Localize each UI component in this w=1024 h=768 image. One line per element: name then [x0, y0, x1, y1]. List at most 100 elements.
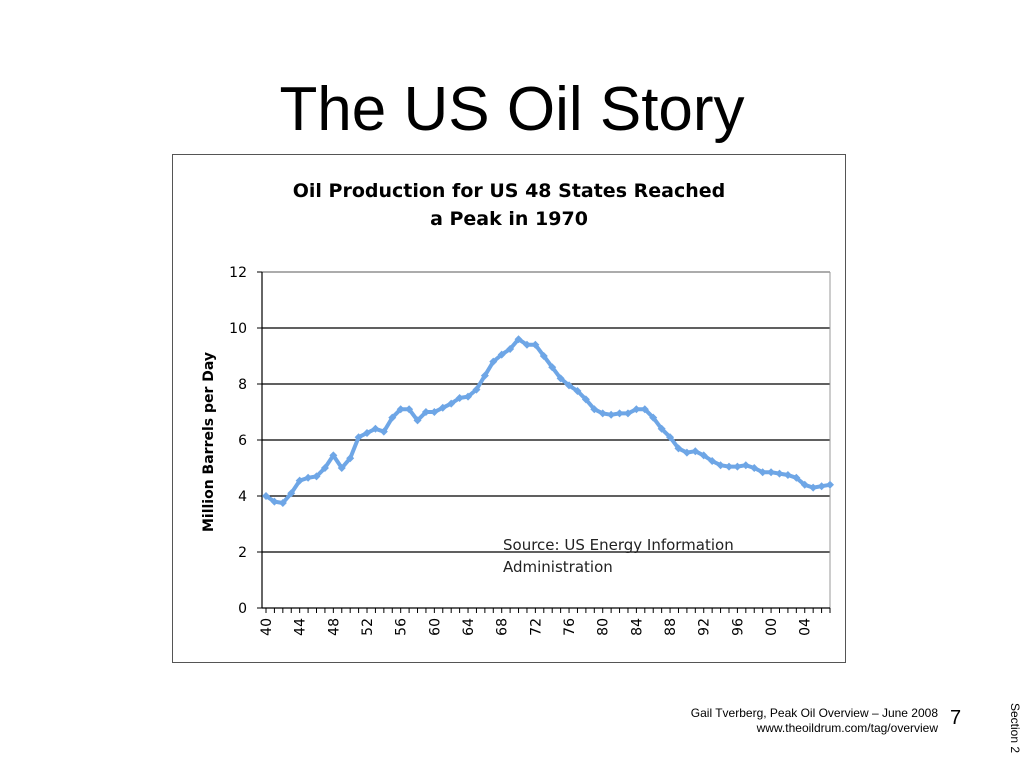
- data-point-1964: [464, 392, 473, 401]
- data-point-1982: [615, 409, 624, 418]
- data-point-1971: [522, 340, 531, 349]
- data-point-1991: [691, 447, 700, 456]
- x-tick-label-84: 84: [629, 618, 645, 636]
- data-point-1956: [396, 405, 405, 414]
- y-tick-label-6: 6: [238, 433, 247, 449]
- data-point-1958: [413, 416, 422, 425]
- x-tick-label-72: 72: [528, 618, 544, 636]
- data-point-1987: [657, 424, 666, 433]
- data-point-1990: [682, 448, 691, 457]
- page-number: 7: [950, 707, 962, 729]
- data-point-1970: [514, 335, 523, 344]
- data-point-1941: [270, 497, 279, 506]
- x-tick-label-48: 48: [326, 618, 342, 636]
- data-point-1954: [379, 427, 388, 436]
- data-point-2003: [792, 473, 801, 482]
- x-tick-label-96: 96: [730, 618, 746, 636]
- data-point-1957: [405, 405, 414, 414]
- data-point-1988: [666, 433, 675, 442]
- data-point-1950: [346, 454, 355, 463]
- data-point-1953: [371, 424, 380, 433]
- data-point-1945: [304, 473, 313, 482]
- data-point-1989: [674, 444, 683, 453]
- data-point-1955: [388, 413, 397, 422]
- data-point-1961: [438, 403, 447, 412]
- data-point-1952: [363, 429, 372, 437]
- y-tick-label-0: 0: [238, 601, 247, 617]
- data-point-1998: [750, 464, 759, 472]
- y-tick-label-8: 8: [238, 377, 247, 393]
- data-point-1999: [758, 468, 767, 477]
- data-point-2005: [809, 483, 818, 492]
- data-point-2001: [775, 469, 784, 478]
- data-point-1976: [565, 381, 574, 390]
- data-point-1967: [489, 357, 498, 366]
- x-tick-label-04: 04: [798, 618, 814, 636]
- data-point-1985: [640, 405, 649, 414]
- data-point-1996: [733, 462, 742, 471]
- x-tick-label-92: 92: [697, 618, 713, 636]
- data-point-1960: [430, 408, 439, 416]
- x-tick-label-76: 76: [562, 618, 578, 636]
- data-point-2000: [767, 468, 776, 477]
- x-tick-label-40: 40: [259, 618, 275, 636]
- data-point-1974: [548, 363, 557, 372]
- data-point-2002: [783, 471, 792, 479]
- data-point-1943: [287, 489, 296, 498]
- data-point-1962: [447, 399, 456, 408]
- chart-title-line1: Oil Production for US 48 States Reached: [293, 180, 726, 202]
- data-point-1994: [716, 461, 725, 470]
- data-point-1980: [598, 409, 607, 418]
- data-point-2004: [800, 480, 809, 489]
- data-point-1951: [354, 433, 363, 442]
- data-point-1940: [262, 492, 270, 500]
- data-point-1979: [590, 405, 599, 414]
- data-point-1992: [699, 451, 708, 460]
- data-point-1966: [480, 371, 489, 380]
- data-point-1983: [623, 409, 632, 418]
- footer-author: Gail Tverberg, Peak Oil Overview – June …: [690, 706, 938, 720]
- data-point-1972: [531, 340, 540, 349]
- data-point-1949: [337, 464, 346, 472]
- x-tick-label-56: 56: [394, 618, 410, 636]
- data-point-1975: [556, 374, 565, 383]
- x-tick-label-88: 88: [663, 618, 679, 636]
- data-point-1993: [708, 457, 717, 465]
- data-point-1965: [472, 385, 481, 394]
- x-tick-label-80: 80: [596, 618, 612, 636]
- x-tick-label-44: 44: [293, 618, 309, 636]
- data-point-1986: [649, 413, 658, 422]
- chart-frame: Oil Production for US 48 States Reached …: [172, 154, 846, 663]
- data-point-1968: [497, 350, 506, 359]
- section-label: Section 2: [1008, 702, 1022, 754]
- footer-url: www.theoildrum.com/tag/overview: [756, 721, 938, 735]
- y-tick-label-4: 4: [238, 489, 247, 505]
- data-point-1973: [539, 352, 548, 360]
- x-tick-label-00: 00: [764, 618, 780, 636]
- x-tick-label-64: 64: [461, 618, 477, 636]
- data-point-1981: [607, 410, 616, 419]
- x-tick-label-60: 60: [427, 618, 443, 636]
- x-tick-label-52: 52: [360, 618, 376, 636]
- footer-credit: Gail Tverberg, Peak Oil Overview – June …: [691, 706, 938, 736]
- y-axis-label: Million Barrels per Day: [201, 352, 217, 532]
- oil-production-chart: Oil Production for US 48 States Reached …: [201, 180, 834, 636]
- data-point-1948: [329, 451, 338, 460]
- data-point-1995: [724, 462, 733, 471]
- data-point-1997: [741, 461, 750, 470]
- data-point-1969: [506, 345, 515, 353]
- source-annotation-line2: Administration: [503, 558, 613, 576]
- data-point-1946: [312, 472, 321, 481]
- y-tick-label-2: 2: [238, 545, 247, 561]
- source-annotation-line1: Source: US Energy Information: [503, 536, 734, 554]
- data-point-1947: [320, 464, 329, 472]
- data-point-2006: [817, 482, 826, 491]
- y-tick-label-12: 12: [229, 265, 247, 281]
- production-series-line: [264, 337, 831, 505]
- data-point-1963: [455, 394, 464, 402]
- data-point-2007: [826, 480, 834, 489]
- data-point-1959: [421, 408, 430, 416]
- data-point-1942: [278, 499, 287, 507]
- data-point-1978: [581, 395, 590, 404]
- chart-title-line2: a Peak in 1970: [430, 208, 588, 230]
